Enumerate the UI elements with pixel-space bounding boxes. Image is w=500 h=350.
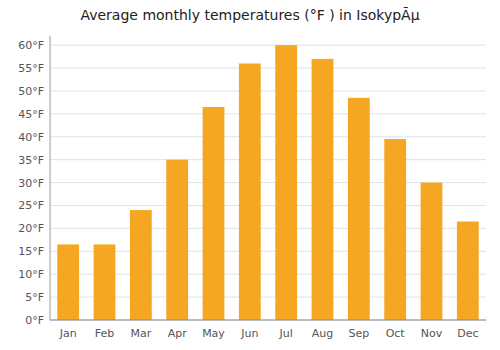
grid-line: [50, 68, 486, 69]
x-tick-label: Jun: [240, 327, 258, 340]
grid-line: [50, 90, 486, 91]
x-tick-label: Dec: [457, 327, 478, 340]
x-axis-line: [50, 320, 486, 321]
bar: [130, 210, 152, 320]
x-tick-label: Oct: [386, 327, 406, 340]
bar: [166, 160, 188, 320]
grid-line: [50, 320, 486, 321]
grid: [50, 45, 486, 320]
x-tick-label: Feb: [95, 327, 114, 340]
y-tick-label: 50°F: [18, 85, 44, 98]
y-tick-label: 30°F: [18, 177, 44, 190]
x-tick-label: Jul: [279, 327, 293, 340]
y-axis-line: [50, 36, 51, 320]
y-tick-label: 40°F: [18, 131, 44, 144]
bar: [457, 222, 479, 320]
y-tick-label: 60°F: [18, 39, 44, 52]
grid-line: [50, 159, 486, 160]
chart-svg: Average monthly temperatures (°F ) in Is…: [0, 0, 500, 350]
y-tick-label: 35°F: [18, 154, 44, 167]
bar: [94, 244, 116, 320]
y-tick-label: 20°F: [18, 222, 44, 235]
chart-container: Average monthly temperatures (°F ) in Is…: [0, 0, 500, 350]
y-tick-label: 5°F: [25, 291, 44, 304]
y-tick-label: 45°F: [18, 108, 44, 121]
x-tick-label: Jan: [59, 327, 77, 340]
grid-line: [50, 113, 486, 114]
y-tick-label: 10°F: [18, 268, 44, 281]
bar: [312, 59, 334, 320]
bar: [421, 183, 443, 320]
bar: [275, 45, 297, 320]
x-tick-label: Aug: [312, 327, 333, 340]
bar: [384, 139, 406, 320]
y-tick-label: 25°F: [18, 199, 44, 212]
y-tick-label: 55°F: [18, 62, 44, 75]
bar: [239, 63, 261, 320]
x-tick-label: Nov: [421, 327, 443, 340]
y-tick-label: 0°F: [25, 314, 44, 327]
x-tick-label: Mar: [130, 327, 151, 340]
bar: [57, 244, 79, 320]
title: Average monthly temperatures (°F ) in Is…: [80, 7, 419, 23]
grid-line: [50, 136, 486, 137]
y-tick-label: 15°F: [18, 245, 44, 258]
grid-line: [50, 45, 486, 46]
x-tick-label: Apr: [168, 327, 188, 340]
x-tick-label: Sep: [348, 327, 369, 340]
bars: [57, 45, 478, 320]
bar: [348, 98, 370, 320]
x-tick-label: May: [202, 327, 225, 340]
bar: [203, 107, 225, 320]
